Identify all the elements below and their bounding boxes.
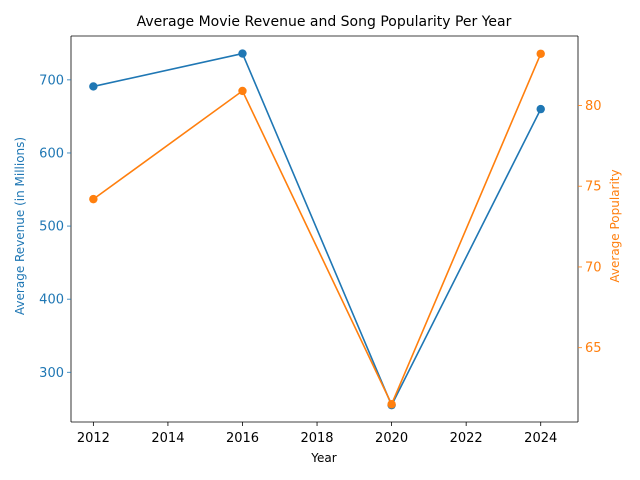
y-right-tick-label: 65 [585,341,602,356]
y-left-tick-label: 300 [39,366,64,381]
y-left-tick-label: 700 [39,73,64,88]
y-left-axis-title: Average Revenue (in Millions) [13,137,27,315]
y-left-tick-label: 600 [39,146,64,161]
revenue-data-point [536,104,545,114]
x-tick-label: 2016 [226,431,259,446]
popularity-data-point [536,49,545,58]
x-tick-label: 2020 [375,431,408,446]
popularity-data-point [387,400,396,409]
y-left-tick-label: 400 [39,293,64,308]
y-right-tick-label: 75 [585,180,602,195]
popularity-data-point [238,86,247,96]
x-tick-label: 2024 [524,431,557,446]
chart-title: Average Movie Revenue and Song Popularit… [137,14,512,30]
plot-area: 2012 2014 2016 2018 2020 2022 2024 300 400 500 600… [39,35,602,446]
popularity-data-point [89,194,98,204]
x-axis-title: Year [310,451,336,465]
revenue-data-point [89,82,98,91]
x-tick-label: 2022 [450,431,483,446]
x-tick-label: 2012 [77,431,110,446]
x-tick-label: 2018 [300,431,333,446]
revenue-series-line [93,52,542,408]
y-right-axis-title: Average Popularity [608,169,622,282]
y-right-tick-label: 80 [585,99,602,114]
y-right-tick-label: 70 [585,260,602,275]
y-left-tick-label: 500 [39,220,64,235]
revenue-data-point [238,49,247,58]
x-tick-label: 2014 [151,431,184,446]
popularity-series-line [92,53,542,407]
